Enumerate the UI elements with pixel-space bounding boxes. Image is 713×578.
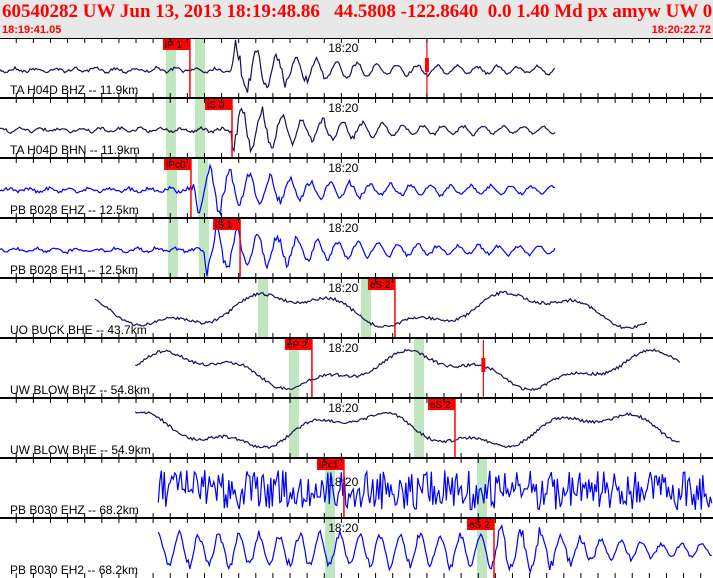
minute-label: 18:20: [328, 101, 358, 115]
pick-label: eS 2: [370, 280, 391, 291]
end-time: 18:20:22.72: [651, 24, 711, 36]
phase-window: [198, 159, 209, 218]
pick-label: eS 2: [430, 400, 451, 411]
channel-panel[interactable]: 18:20 eS 2 UW BLOW BHE -- 54.9km: [0, 397, 713, 458]
pick-label: eS 2: [469, 520, 490, 531]
pick-flag: [367, 279, 395, 290]
pick-label: iS 1: [215, 220, 233, 231]
seismogram-panels[interactable]: 18:20 iP 1 TA H04D BHZ -- 11.9km 18:20 iS 0 T…: [0, 38, 713, 578]
phase-window: [257, 279, 268, 338]
phase-pick[interactable]: iS 1: [213, 219, 241, 278]
phase-window: [165, 99, 176, 158]
minute-label: 18:20: [328, 281, 358, 295]
channel-label: PB B030 EH2 -- 68.2km: [10, 563, 138, 577]
minute-label: 18:20: [328, 41, 358, 55]
waveform-trace: [94, 290, 648, 330]
start-time: 18:19:41.05: [2, 24, 62, 36]
minute-label: 18:20: [328, 521, 358, 535]
pick-flag: [284, 339, 312, 350]
pick-flag: [316, 459, 344, 470]
channel-label: PB B028 EHZ -- 12.5km: [10, 203, 139, 217]
channel-panel[interactable]: 18:20 eS 2 UO BUCK BHE -- 43.7km: [0, 277, 713, 338]
pick-flag: [213, 219, 241, 230]
phase-window: [477, 519, 488, 578]
channel-panel[interactable]: 18:20 eS 2 PB B030 EH2 -- 68.2km: [0, 517, 713, 578]
phase-pick[interactable]: iPc0: [163, 159, 192, 218]
minute-label: 18:20: [328, 341, 358, 355]
minute-label: 18:20: [328, 221, 358, 235]
waveform-trace: [0, 224, 556, 277]
minute-label: 18:20: [328, 401, 358, 415]
amplitude-marker-box: [424, 58, 429, 72]
channel-label: UO BUCK BHE -- 43.7km: [10, 323, 147, 337]
channel-label: PB B030 EHZ -- 68.2km: [10, 503, 139, 517]
pick-label: iP 1: [165, 40, 182, 51]
phase-window: [477, 459, 488, 518]
phase-window: [414, 339, 425, 398]
pick-label: eP 2: [287, 340, 308, 351]
phase-pick[interactable]: iPc1: [316, 459, 345, 518]
channel-panel[interactable]: 18:20 eP 2 UW BLOW BHZ -- 54.8km: [0, 337, 713, 398]
channel-panel[interactable]: 18:20 iS 0 TA H04D BHN -- 11.9km: [0, 97, 713, 158]
waveform-trace: [0, 39, 556, 93]
phase-pick[interactable]: iS 0: [205, 99, 233, 158]
pick-label: iPc1: [319, 460, 339, 471]
phase-window: [360, 279, 371, 338]
pick-flag: [466, 519, 494, 530]
phase-pick[interactable]: iP 1: [162, 39, 191, 98]
waveform-trace: [135, 348, 681, 392]
pick-flag: [205, 99, 233, 110]
waveform-trace: [134, 411, 680, 450]
waveform-trace: [0, 106, 556, 154]
pick-flag: [163, 159, 191, 170]
pick-label: iS 0: [207, 100, 225, 111]
channel-label: TA H04D BHN -- 11.9km: [10, 143, 140, 157]
pick-flag: [162, 39, 190, 50]
phase-window: [288, 399, 299, 458]
waveform-trace: [157, 469, 713, 511]
waveform-trace: [0, 163, 556, 217]
phase-pick[interactable]: eS 2: [466, 519, 495, 578]
channel-label: PB B028 EH1 -- 12.5km: [10, 263, 138, 277]
minute-label: 18:20: [328, 161, 358, 175]
phase-pick[interactable]: eP 2: [284, 339, 313, 398]
phase-window: [325, 519, 336, 578]
channel-panel[interactable]: 18:20 iP 1 TA H04D BHZ -- 11.9km: [0, 38, 713, 98]
channel-label: UW BLOW BHE -- 54.9km: [10, 443, 151, 457]
waveform-trace: [157, 523, 712, 575]
phase-window: [414, 399, 425, 458]
amplitude-marker-box: [481, 358, 486, 372]
channel-label: UW BLOW BHZ -- 54.8km: [10, 383, 150, 397]
phase-pick[interactable]: eS 2: [427, 399, 456, 458]
channel-panel[interactable]: 18:20iPc1PB B030 EHZ -- 68.2km: [0, 457, 713, 518]
channel-panel[interactable]: 18:20 iPc0 PB B028 EHZ -- 12.5km: [0, 157, 713, 218]
event-title: 60540282 UW Jun 13, 2013 18:19:48.86 44.…: [2, 1, 713, 22]
channel-label: TA H04D BHZ -- 11.9km: [10, 83, 138, 97]
phase-window: [288, 339, 299, 398]
event-header: 60540282 UW Jun 13, 2013 18:19:48.86 44.…: [0, 0, 713, 38]
phase-pick[interactable]: eS 2: [367, 279, 396, 338]
pick-flag: [427, 399, 455, 410]
pick-label: iPc0: [166, 160, 186, 171]
phase-window: [166, 159, 177, 218]
phase-window: [198, 219, 209, 278]
phase-window: [195, 39, 206, 98]
channel-panel[interactable]: 18:20 iS 1 PB B028 EH1 -- 12.5km: [0, 217, 713, 278]
